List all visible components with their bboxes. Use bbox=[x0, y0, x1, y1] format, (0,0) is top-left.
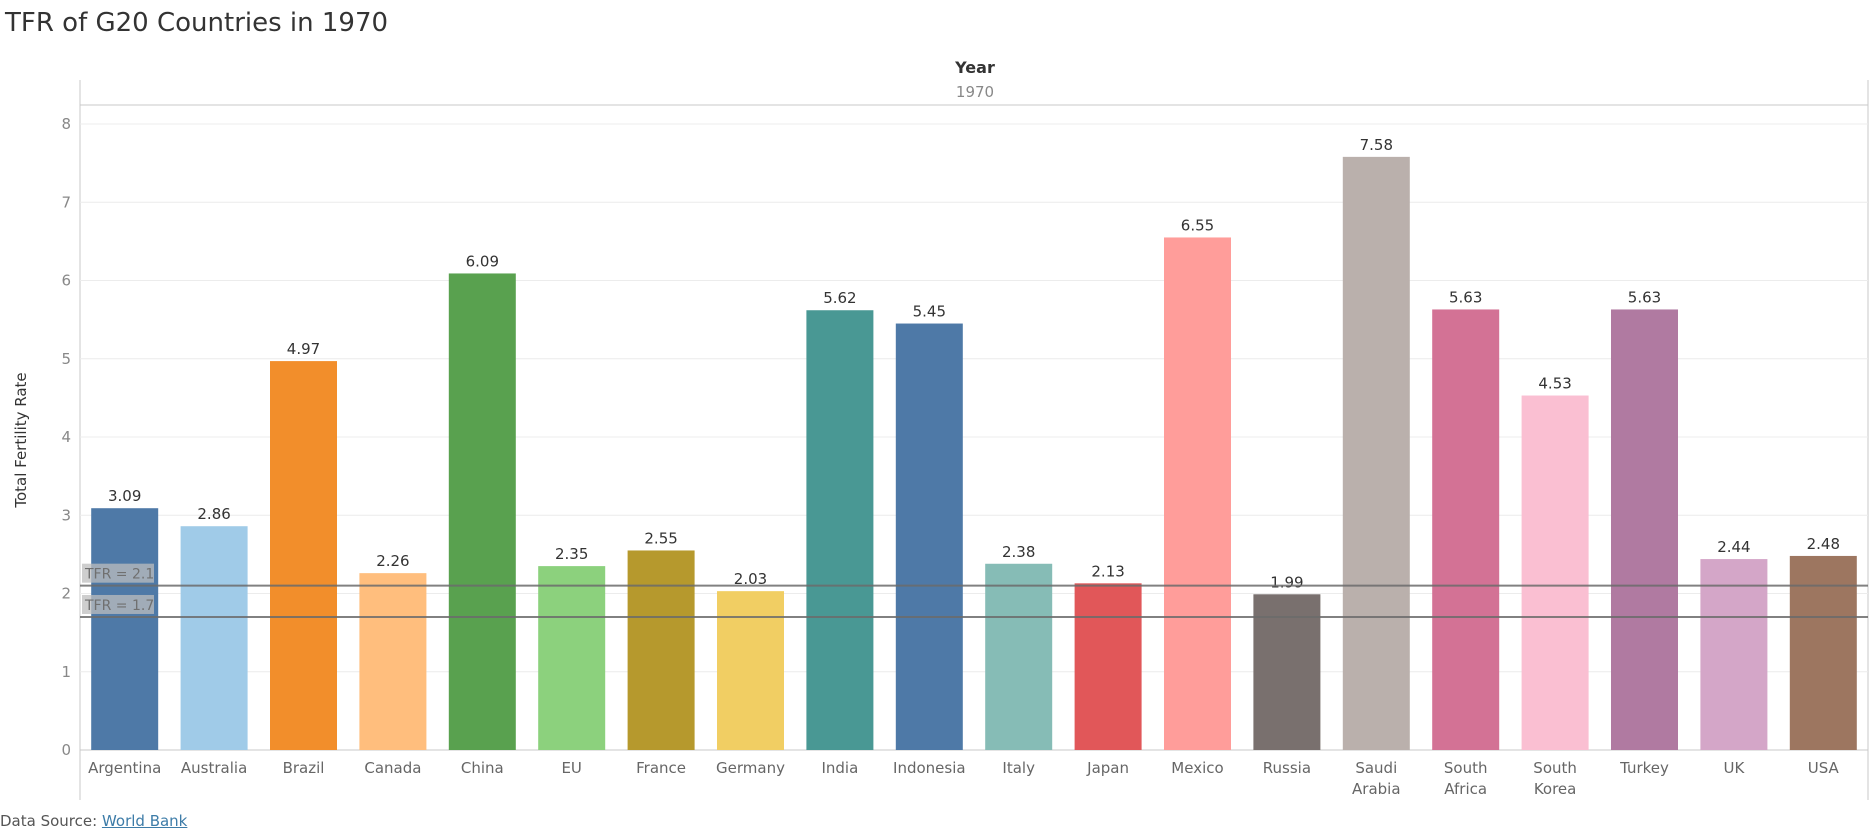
column-value: 1970 bbox=[956, 83, 994, 101]
x-tick-label: EU bbox=[561, 759, 581, 777]
data-label: 2.26 bbox=[376, 552, 409, 570]
y-tick-label: 4 bbox=[61, 428, 71, 446]
x-tick-label: Mexico bbox=[1171, 759, 1223, 777]
x-tick-label: India bbox=[821, 759, 858, 777]
y-axis-label: Total Fertility Rate bbox=[12, 372, 30, 508]
data-labels: 3.09 2.86 4.97 2.26 6.09 2.35 2.55 2.03 5.62 5.45… bbox=[108, 136, 1840, 591]
source-link[interactable]: World Bank bbox=[101, 812, 188, 830]
x-tick-label: Russia bbox=[1263, 759, 1311, 777]
bar bbox=[895, 323, 963, 750]
bar bbox=[627, 550, 695, 750]
bar bbox=[359, 573, 427, 750]
x-tick-label: France bbox=[636, 759, 686, 777]
data-source: Data Source: World Bank bbox=[0, 812, 187, 830]
y-tick-label: 6 bbox=[61, 272, 71, 290]
data-label: 2.03 bbox=[734, 570, 767, 588]
data-label: 2.86 bbox=[197, 505, 230, 523]
y-tick-label: 5 bbox=[61, 350, 71, 368]
data-label: 3.09 bbox=[108, 487, 141, 505]
bar bbox=[1164, 237, 1231, 750]
y-tick-label: 2 bbox=[61, 585, 71, 603]
x-tick-label: China bbox=[461, 759, 504, 777]
x-tick-label: Germany bbox=[716, 759, 785, 777]
y-tick-label: 1 bbox=[61, 663, 71, 681]
data-label: 2.35 bbox=[555, 545, 588, 563]
data-label: 5.62 bbox=[823, 289, 856, 307]
bar bbox=[1789, 555, 1857, 750]
source-label: Data Source: bbox=[0, 812, 98, 830]
bar bbox=[1342, 156, 1410, 751]
data-label: 7.58 bbox=[1360, 136, 1393, 154]
bar bbox=[1521, 395, 1589, 750]
bar bbox=[806, 310, 874, 750]
x-tick-label: USA bbox=[1808, 759, 1840, 777]
bar bbox=[180, 526, 248, 750]
data-label: 2.13 bbox=[1091, 562, 1124, 580]
data-label: 5.45 bbox=[913, 303, 946, 321]
bars bbox=[91, 156, 1857, 751]
bar bbox=[1611, 309, 1678, 750]
data-label: 4.53 bbox=[1538, 375, 1571, 393]
reference-lines: TFR = 2.1 TFR = 1.7 bbox=[80, 563, 1868, 618]
data-label: 2.38 bbox=[1002, 543, 1035, 561]
x-tick-label: Australia bbox=[181, 759, 247, 777]
y-tick-label: 0 bbox=[61, 741, 71, 759]
data-label: 6.55 bbox=[1181, 216, 1214, 234]
bar bbox=[1700, 559, 1768, 750]
y-tick-label: 3 bbox=[61, 506, 71, 524]
x-tick-label: Indonesia bbox=[893, 759, 966, 777]
data-label: 2.48 bbox=[1807, 535, 1840, 553]
x-tick-label: Argentina bbox=[88, 759, 161, 777]
chart-frame bbox=[79, 80, 1869, 800]
bar bbox=[1074, 583, 1142, 750]
data-label: 2.44 bbox=[1717, 538, 1750, 556]
y-axis: 0 1 2 3 4 5 6 7 8 bbox=[61, 115, 71, 759]
x-tick-label: Italy bbox=[1002, 759, 1035, 777]
bar bbox=[448, 273, 516, 750]
bar bbox=[1253, 594, 1321, 750]
data-label: 2.55 bbox=[644, 529, 677, 547]
y-tick-label: 7 bbox=[61, 193, 71, 211]
x-tick-label: Japan bbox=[1086, 759, 1129, 777]
bar bbox=[717, 591, 784, 750]
x-axis: Argentina Australia Brazil Canada China EU Fra… bbox=[88, 759, 1839, 798]
data-label: 6.09 bbox=[466, 252, 499, 270]
data-label: 5.63 bbox=[1449, 288, 1482, 306]
y-tick-label: 8 bbox=[61, 115, 71, 133]
x-tick-label: South Korea bbox=[1533, 759, 1577, 798]
bar bbox=[270, 361, 337, 750]
x-tick-label: South Africa bbox=[1444, 759, 1488, 798]
reference-label: TFR = 2.1 bbox=[84, 567, 154, 583]
x-tick-label: Canada bbox=[364, 759, 421, 777]
data-label: 4.97 bbox=[287, 340, 320, 358]
gridlines bbox=[80, 123, 1868, 673]
data-label: 5.63 bbox=[1628, 288, 1661, 306]
reference-label-box bbox=[82, 594, 154, 614]
x-tick-label: Brazil bbox=[283, 759, 325, 777]
chart-title: TFR of G20 Countries in 1970 bbox=[5, 8, 389, 38]
x-tick-label: UK bbox=[1723, 759, 1745, 777]
reference-label-box bbox=[82, 563, 154, 583]
bar bbox=[1432, 309, 1500, 750]
bar bbox=[985, 563, 1053, 750]
bar bbox=[538, 566, 606, 750]
bar bbox=[91, 508, 159, 750]
reference-label: TFR = 1.7 bbox=[84, 598, 154, 614]
column-header: Year bbox=[954, 58, 995, 77]
x-tick-label: Saudi Arabia bbox=[1352, 759, 1401, 798]
x-tick-label: Turkey bbox=[1619, 759, 1669, 777]
data-label: 1.99 bbox=[1270, 573, 1303, 591]
